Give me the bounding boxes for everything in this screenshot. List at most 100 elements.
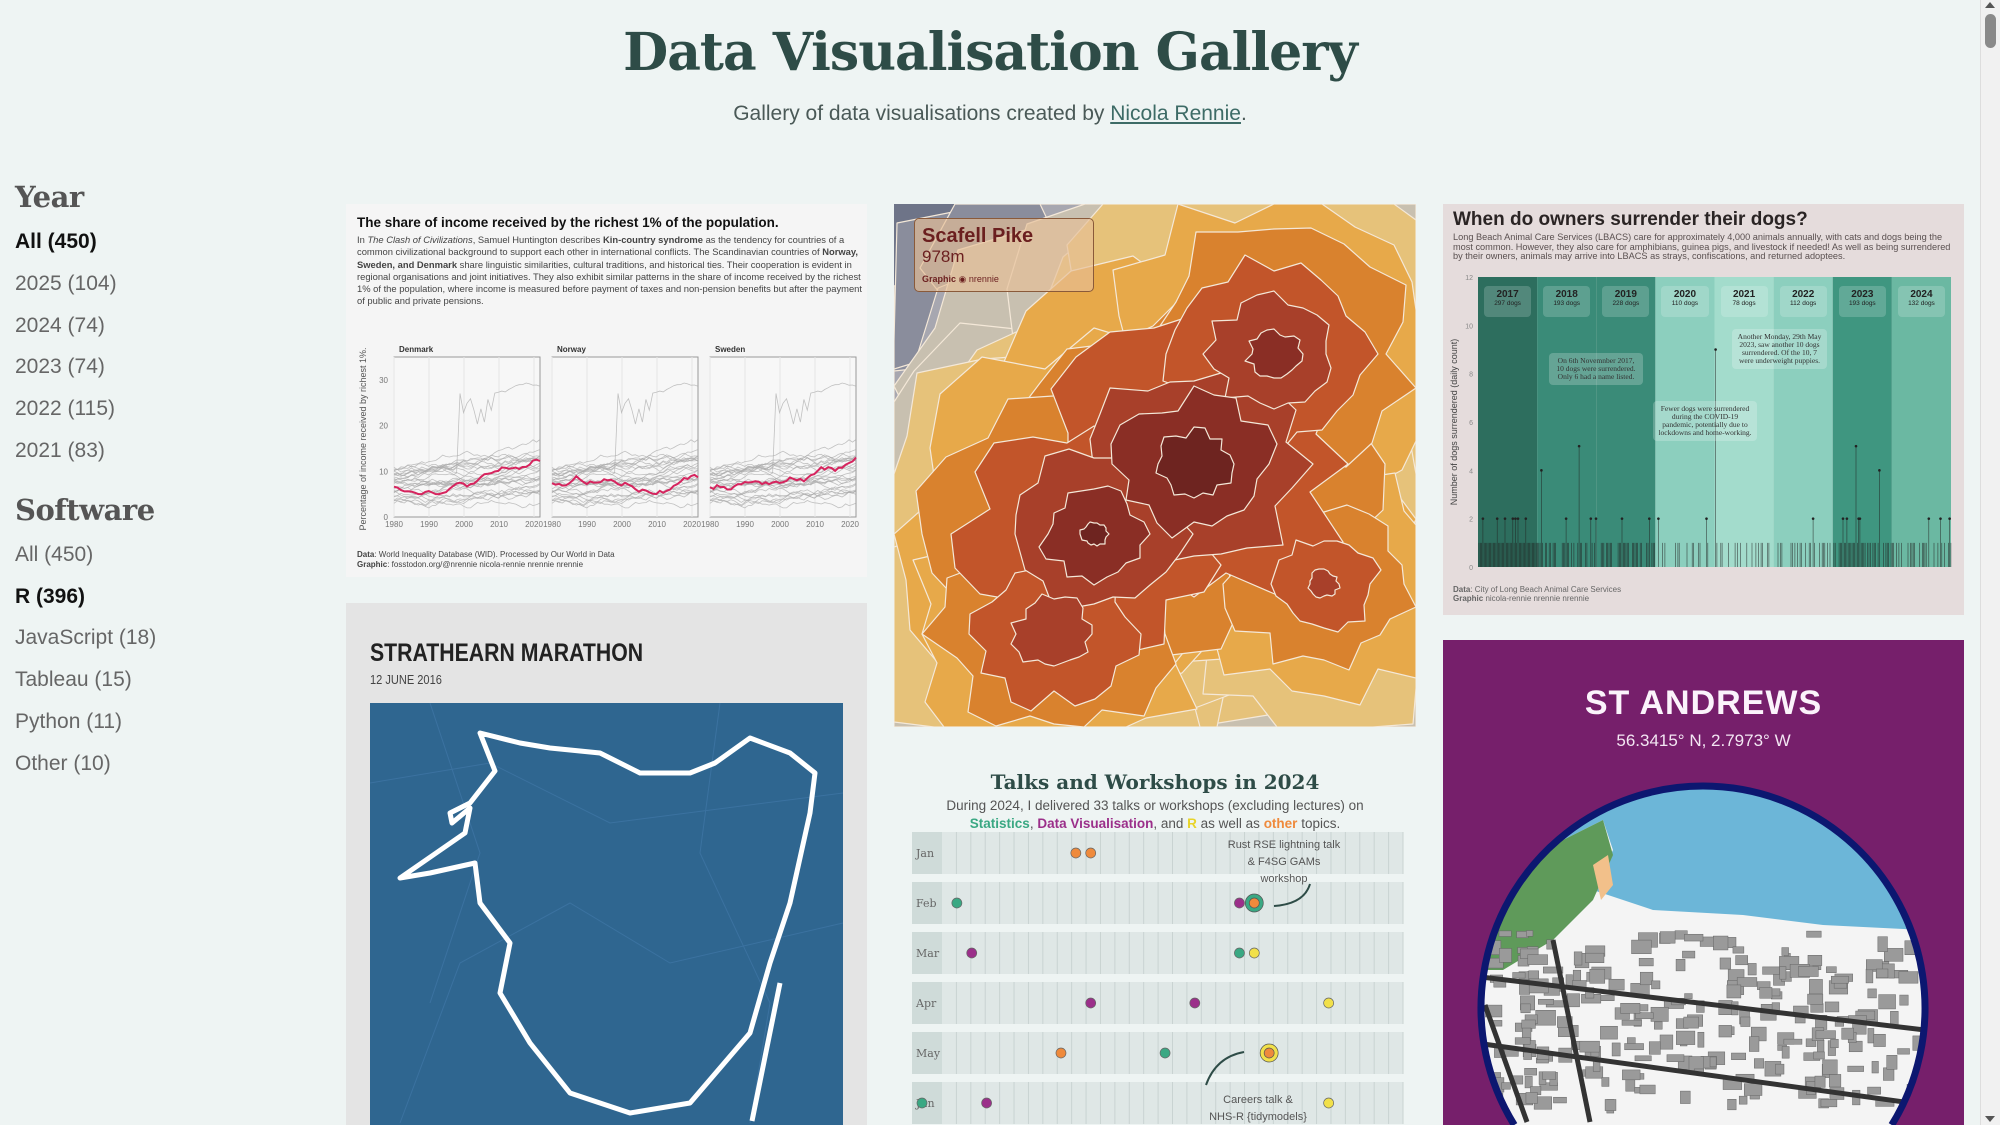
- count: 193 dogs: [1848, 300, 1876, 307]
- talk-dot-dataviz: [966, 947, 978, 959]
- building: [1805, 1038, 1817, 1047]
- annotation-text: NHS-R {tidymodels}: [1209, 1111, 1307, 1123]
- facet-panel: [709, 356, 857, 518]
- building: [1815, 1030, 1836, 1039]
- t: During 2024, I delivered 33 talks or wor…: [946, 798, 1364, 813]
- strathearn-date: 12 JUNE 2016: [370, 672, 442, 687]
- building: [1682, 950, 1696, 959]
- gallery-card-strathearn-marathon[interactable]: STRATHEARN MARATHON 12 JUNE 2016: [346, 603, 867, 1125]
- month-row: [912, 932, 1403, 974]
- count: 228 dogs: [1612, 300, 1640, 307]
- year-band: [1773, 277, 1833, 567]
- count-point: [1858, 517, 1862, 520]
- legend-r: R: [1187, 816, 1197, 831]
- building: [1639, 971, 1654, 986]
- contour-band: [1244, 328, 1304, 379]
- t: : City of Long Beach Animal Care Service…: [1470, 585, 1622, 594]
- filter-software-1[interactable]: R (396): [15, 584, 86, 608]
- country-line: [393, 497, 541, 509]
- talk-dot-statistics: [1159, 1047, 1171, 1059]
- building: [1499, 948, 1512, 963]
- y-axis-label: Number of dogs surrendered (daily count): [1449, 339, 1459, 506]
- dogs-chart-image: Number of dogs surrendered (daily count)…: [1449, 275, 1952, 572]
- year: 2020: [1673, 289, 1697, 300]
- filter-software-4[interactable]: Python (11): [15, 709, 122, 733]
- building: [1525, 1092, 1538, 1104]
- year-band: [1537, 277, 1597, 567]
- contour-band: [1155, 426, 1235, 499]
- filter-software-0[interactable]: All (450): [15, 542, 94, 566]
- filter-software-5[interactable]: Other (10): [15, 751, 111, 775]
- author-link[interactable]: Nicola Rennie: [1110, 102, 1241, 125]
- month-row: [912, 1082, 1403, 1124]
- annotation-arrow: [1205, 1051, 1245, 1086]
- talk-dot-other: [1055, 1047, 1067, 1059]
- country-line: [393, 487, 541, 505]
- legend-statistics: Statistics: [969, 816, 1030, 831]
- talk-dot-statistics: [1234, 947, 1245, 959]
- building: [1684, 993, 1693, 999]
- x-tick: 2010: [490, 520, 508, 529]
- gallery-card-dogs[interactable]: Number of dogs surrendered (daily count)…: [1443, 204, 1964, 615]
- gallery-card-talks-2024[interactable]: Talks and Workshops in 2024 During 2024,…: [894, 752, 1416, 1125]
- filter-year-0[interactable]: All (450): [15, 230, 97, 253]
- country-line: [551, 455, 699, 482]
- t: Graphic: [357, 560, 388, 569]
- page-scrollbar[interactable]: [1980, 0, 2000, 1125]
- building: [1806, 930, 1822, 938]
- building: [1867, 1028, 1875, 1044]
- filter-year-4[interactable]: 2022 (115): [15, 397, 116, 421]
- filter-year-1[interactable]: 2025 (104): [15, 271, 117, 295]
- gallery-card-income[interactable]: Percentage of income received by richest…: [346, 204, 867, 577]
- filter-year-5[interactable]: 2021 (83): [15, 438, 105, 462]
- y-tick: 0: [384, 513, 389, 522]
- x-tick: 2000: [613, 520, 631, 529]
- country-line: [393, 450, 541, 471]
- annotation-0: On 6th Novemnber 2017, 10 dogs were surr…: [1549, 353, 1643, 385]
- month-label-bg: [912, 982, 942, 1024]
- scrollbar-thumb[interactable]: [1985, 14, 1996, 48]
- building: [1514, 1037, 1531, 1045]
- building: [1747, 963, 1757, 976]
- y-tick: 30: [379, 376, 388, 385]
- x-tick: 1980: [543, 520, 561, 529]
- building: [1501, 1082, 1511, 1090]
- filter-software-2[interactable]: JavaScript (18): [15, 626, 157, 650]
- t: Norway, Sweden, and Denmark: [357, 246, 858, 270]
- y-tick: 2: [1469, 517, 1473, 524]
- building: [1830, 1038, 1839, 1049]
- filter-year-3[interactable]: 2023 (74): [15, 355, 105, 379]
- t: nicola-rennie nrennie nrennie: [1483, 594, 1590, 603]
- building: [1573, 951, 1583, 966]
- filter-software-3[interactable]: Tableau (15): [15, 668, 132, 692]
- building: [1684, 933, 1704, 942]
- building: [1608, 978, 1625, 991]
- scafell-label-box: Scafell Pike 978m Graphic ◉ nrennie: [914, 218, 1094, 292]
- gallery-card-st-andrews[interactable]: ST ANDREWS 56.3415° N, 2.7973° W: [1443, 640, 1964, 1125]
- building: [1847, 1065, 1864, 1072]
- facet-label: Norway: [557, 345, 586, 354]
- building: [1826, 966, 1837, 973]
- building: [1512, 972, 1526, 979]
- country-line: [709, 490, 857, 506]
- y-tick: 4: [1469, 468, 1473, 475]
- scroll-down-icon[interactable]: [1985, 1116, 1995, 1122]
- building: [1601, 1077, 1610, 1087]
- t: : fosstodon.org/@nrennie nicola-rennie n…: [387, 560, 584, 569]
- count-point: [1564, 517, 1568, 520]
- count: 110 dogs: [1671, 300, 1699, 307]
- building: [1621, 1019, 1642, 1026]
- t: Data: [1453, 585, 1471, 594]
- legend-other: other: [1263, 816, 1298, 831]
- scroll-up-icon[interactable]: [1985, 2, 1995, 8]
- building: [1675, 959, 1686, 972]
- contour-band: [1010, 593, 1093, 667]
- count: 297 dogs: [1494, 300, 1521, 307]
- gallery-card-scafell-pike[interactable]: Scafell Pike 978m Graphic ◉ nrennie: [894, 204, 1416, 727]
- country-line: [709, 487, 857, 505]
- year-band: [1832, 277, 1892, 567]
- year-label-2020: 2020 110 dogs: [1661, 286, 1709, 317]
- building: [1781, 947, 1789, 956]
- talk-dot-other: [1085, 847, 1097, 859]
- filter-year-2[interactable]: 2024 (74): [15, 313, 105, 337]
